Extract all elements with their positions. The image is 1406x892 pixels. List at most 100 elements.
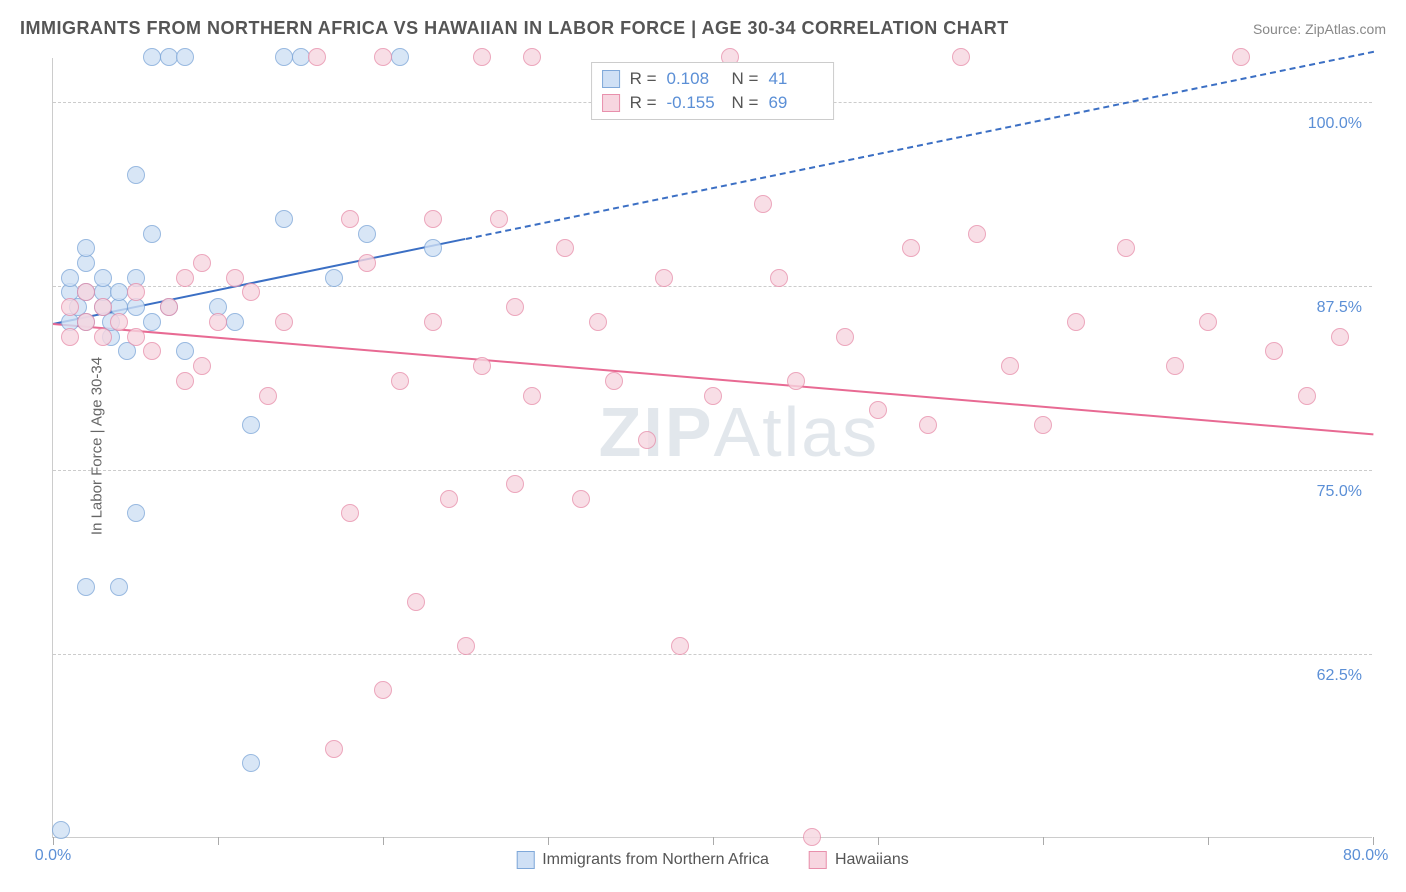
y-tick-label: 75.0%: [1317, 483, 1362, 501]
scatter-point-hawaiians: [506, 475, 524, 493]
scatter-point-hawaiians: [61, 298, 79, 316]
legend-swatch-1: [809, 851, 827, 869]
scatter-point-hawaiians: [341, 504, 359, 522]
scatter-point-hawaiians: [94, 298, 112, 316]
scatter-point-hawaiians: [176, 372, 194, 390]
y-tick-label: 100.0%: [1308, 115, 1362, 133]
n-value-1: 69: [768, 93, 823, 113]
scatter-point-hawaiians: [94, 328, 112, 346]
legend-item-0: Immigrants from Northern Africa: [516, 851, 769, 869]
scatter-point-hawaiians: [1298, 387, 1316, 405]
x-tick: [713, 837, 714, 845]
scatter-point-hawaiians: [473, 48, 491, 66]
x-tick: [383, 837, 384, 845]
scatter-point-hawaiians: [952, 48, 970, 66]
stats-row-series-1: R = -0.155 N = 69: [602, 91, 824, 115]
scatter-point-hawaiians: [473, 357, 491, 375]
scatter-point-hawaiians: [1067, 313, 1085, 331]
scatter-point-hawaiians: [506, 298, 524, 316]
scatter-point-hawaiians: [770, 269, 788, 287]
scatter-point-hawaiians: [110, 313, 128, 331]
chart-title: IMMIGRANTS FROM NORTHERN AFRICA VS HAWAI…: [20, 18, 1009, 39]
scatter-point-immigrants_na: [127, 166, 145, 184]
scatter-point-hawaiians: [556, 239, 574, 257]
x-tick-label: 0.0%: [35, 847, 71, 865]
scatter-point-immigrants_na: [110, 283, 128, 301]
scatter-point-hawaiians: [193, 357, 211, 375]
x-tick: [218, 837, 219, 845]
scatter-point-hawaiians: [902, 239, 920, 257]
scatter-point-hawaiians: [1117, 239, 1135, 257]
scatter-point-hawaiians: [193, 254, 211, 272]
scatter-point-immigrants_na: [77, 578, 95, 596]
scatter-point-hawaiians: [1199, 313, 1217, 331]
scatter-point-immigrants_na: [242, 416, 260, 434]
r-value-1: -0.155: [667, 93, 722, 113]
scatter-point-hawaiians: [374, 681, 392, 699]
scatter-point-hawaiians: [1166, 357, 1184, 375]
legend-label-1: Hawaiians: [835, 851, 909, 869]
scatter-point-immigrants_na: [275, 210, 293, 228]
scatter-point-hawaiians: [275, 313, 293, 331]
scatter-point-hawaiians: [671, 637, 689, 655]
y-tick-label: 87.5%: [1317, 299, 1362, 317]
scatter-point-immigrants_na: [143, 48, 161, 66]
legend: Immigrants from Northern Africa Hawaiian…: [516, 851, 909, 869]
stats-box: R = 0.108 N = 41 R = -0.155 N = 69: [591, 62, 835, 120]
scatter-point-hawaiians: [160, 298, 178, 316]
scatter-point-hawaiians: [572, 490, 590, 508]
scatter-point-hawaiians: [704, 387, 722, 405]
x-tick: [1043, 837, 1044, 845]
scatter-point-hawaiians: [259, 387, 277, 405]
scatter-point-hawaiians: [605, 372, 623, 390]
scatter-point-hawaiians: [655, 269, 673, 287]
x-tick: [53, 837, 54, 845]
scatter-point-hawaiians: [176, 269, 194, 287]
x-tick: [1373, 837, 1374, 845]
scatter-point-immigrants_na: [143, 225, 161, 243]
scatter-point-hawaiians: [127, 283, 145, 301]
scatter-point-immigrants_na: [143, 313, 161, 331]
scatter-point-hawaiians: [638, 431, 656, 449]
scatter-point-hawaiians: [407, 593, 425, 611]
plot-area: ZIPAtlas R = 0.108 N = 41 R = -0.155 N =…: [52, 58, 1372, 838]
scatter-point-hawaiians: [457, 637, 475, 655]
scatter-point-immigrants_na: [77, 239, 95, 257]
scatter-point-hawaiians: [490, 210, 508, 228]
scatter-point-hawaiians: [77, 283, 95, 301]
scatter-point-immigrants_na: [110, 578, 128, 596]
scatter-point-hawaiians: [209, 313, 227, 331]
scatter-point-immigrants_na: [176, 342, 194, 360]
scatter-point-hawaiians: [77, 313, 95, 331]
scatter-point-hawaiians: [787, 372, 805, 390]
scatter-point-hawaiians: [1232, 48, 1250, 66]
scatter-point-hawaiians: [919, 416, 937, 434]
scatter-point-hawaiians: [143, 342, 161, 360]
scatter-point-hawaiians: [424, 313, 442, 331]
scatter-point-hawaiians: [440, 490, 458, 508]
scatter-point-immigrants_na: [127, 504, 145, 522]
y-tick-label: 62.5%: [1317, 667, 1362, 685]
scatter-point-hawaiians: [1331, 328, 1349, 346]
scatter-point-hawaiians: [754, 195, 772, 213]
scatter-point-immigrants_na: [275, 48, 293, 66]
scatter-point-immigrants_na: [160, 48, 178, 66]
scatter-point-hawaiians: [869, 401, 887, 419]
legend-label-0: Immigrants from Northern Africa: [542, 851, 769, 869]
scatter-point-hawaiians: [523, 48, 541, 66]
stats-row-series-0: R = 0.108 N = 41: [602, 67, 824, 91]
x-tick: [548, 837, 549, 845]
scatter-point-hawaiians: [341, 210, 359, 228]
scatter-point-immigrants_na: [52, 821, 70, 839]
gridline-h: [53, 654, 1372, 655]
scatter-point-hawaiians: [1001, 357, 1019, 375]
scatter-point-hawaiians: [523, 387, 541, 405]
legend-swatch-0: [516, 851, 534, 869]
scatter-point-hawaiians: [358, 254, 376, 272]
scatter-point-immigrants_na: [391, 48, 409, 66]
scatter-point-immigrants_na: [358, 225, 376, 243]
scatter-point-hawaiians: [226, 269, 244, 287]
r-value-0: 0.108: [667, 69, 722, 89]
scatter-point-immigrants_na: [292, 48, 310, 66]
scatter-point-hawaiians: [803, 828, 821, 846]
